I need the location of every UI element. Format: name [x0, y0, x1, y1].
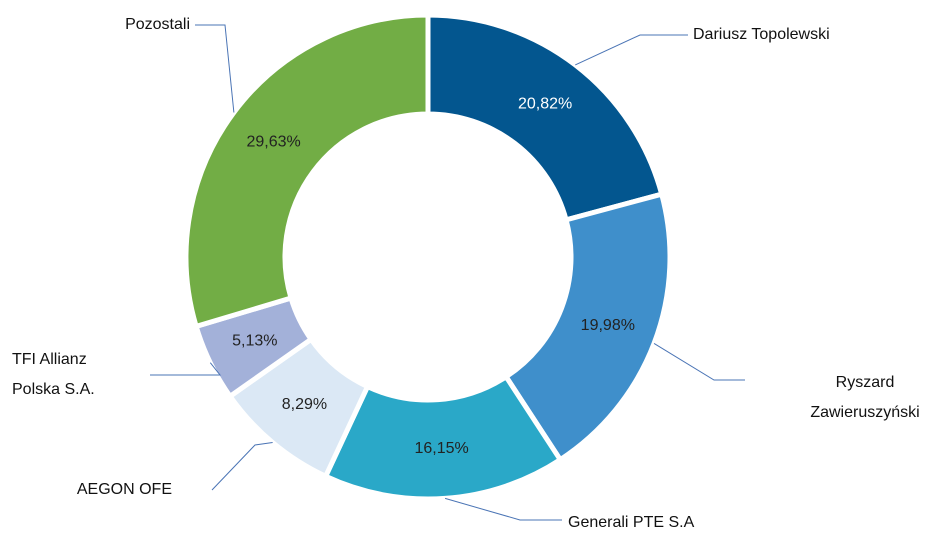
donut-segment [183, 12, 431, 330]
data-label: 19,98% [581, 317, 635, 334]
donut-segment [502, 191, 673, 464]
category-label: AEGON OFE [76, 481, 172, 498]
data-label: 20,82% [518, 95, 572, 112]
category-label: TFI Allianz Polska S.A. [12, 351, 95, 398]
data-label: 5,13% [232, 332, 277, 349]
leader-line [195, 24, 235, 113]
data-label: 29,63% [246, 133, 300, 150]
leader-line [444, 497, 562, 521]
leader-line [150, 362, 222, 376]
leader-line [575, 34, 688, 66]
category-label: Pozostali [125, 16, 190, 33]
data-label: 16,15% [414, 440, 468, 457]
category-label: Ryszard Zawieruszyński [810, 374, 920, 421]
category-label: Generali PTE S.A [568, 514, 695, 531]
data-label: 8,29% [282, 396, 327, 413]
leader-line [653, 342, 745, 381]
leader-line [211, 442, 273, 491]
donut-segment [425, 12, 665, 223]
category-label: Dariusz Topolewski [693, 26, 830, 43]
